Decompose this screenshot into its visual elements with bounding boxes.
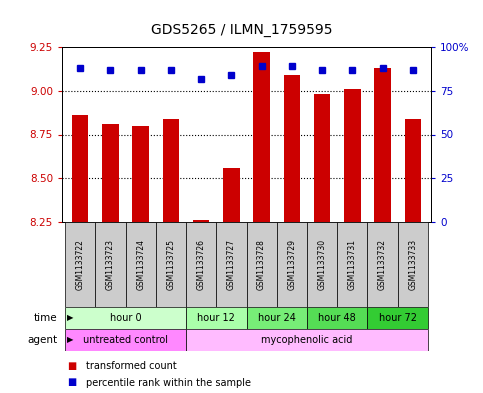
Bar	[374, 68, 391, 222]
Text: hour 12: hour 12	[198, 313, 235, 323]
Bar	[405, 119, 421, 222]
Bar	[307, 222, 337, 307]
Bar	[216, 222, 246, 307]
Bar	[65, 307, 186, 329]
Bar	[398, 222, 428, 307]
Text: GSM1133723: GSM1133723	[106, 239, 115, 290]
Bar	[277, 222, 307, 307]
Text: hour 72: hour 72	[379, 313, 417, 323]
Text: transformed count: transformed count	[86, 361, 177, 371]
Text: agent: agent	[27, 335, 57, 345]
Text: GSM1133728: GSM1133728	[257, 239, 266, 290]
Bar	[337, 222, 368, 307]
Bar	[193, 220, 210, 222]
Bar	[344, 89, 361, 222]
Bar	[314, 94, 330, 222]
Text: ■: ■	[67, 361, 76, 371]
Text: hour 0: hour 0	[110, 313, 142, 323]
Bar	[246, 222, 277, 307]
Text: GSM1133727: GSM1133727	[227, 239, 236, 290]
Text: GDS5265 / ILMN_1759595: GDS5265 / ILMN_1759595	[151, 23, 332, 37]
Text: percentile rank within the sample: percentile rank within the sample	[86, 378, 251, 387]
Text: untreated control: untreated control	[83, 335, 168, 345]
Text: time: time	[33, 313, 57, 323]
Bar	[284, 75, 300, 222]
Bar	[246, 307, 307, 329]
Bar	[223, 168, 240, 222]
Text: GSM1133729: GSM1133729	[287, 239, 297, 290]
Text: mycophenolic acid: mycophenolic acid	[261, 335, 353, 345]
Bar	[126, 222, 156, 307]
Text: GSM1133733: GSM1133733	[408, 239, 417, 290]
Bar	[368, 307, 428, 329]
Bar	[132, 126, 149, 222]
Bar	[186, 222, 216, 307]
Bar	[186, 307, 246, 329]
Text: GSM1133725: GSM1133725	[166, 239, 175, 290]
Bar	[163, 119, 179, 222]
Text: GSM1133731: GSM1133731	[348, 239, 357, 290]
Bar	[102, 124, 119, 222]
Bar	[186, 329, 428, 351]
Bar	[95, 222, 126, 307]
Text: ▶: ▶	[67, 336, 73, 345]
Text: ▶: ▶	[67, 314, 73, 323]
Bar	[156, 222, 186, 307]
Text: GSM1133724: GSM1133724	[136, 239, 145, 290]
Text: GSM1133730: GSM1133730	[318, 239, 327, 290]
Bar	[307, 307, 368, 329]
Bar	[253, 52, 270, 222]
Bar	[65, 222, 95, 307]
Bar	[72, 115, 88, 222]
Text: GSM1133732: GSM1133732	[378, 239, 387, 290]
Bar	[368, 222, 398, 307]
Text: GSM1133722: GSM1133722	[76, 239, 85, 290]
Bar	[65, 329, 186, 351]
Text: ■: ■	[67, 378, 76, 387]
Text: hour 48: hour 48	[318, 313, 356, 323]
Text: GSM1133726: GSM1133726	[197, 239, 206, 290]
Text: hour 24: hour 24	[258, 313, 296, 323]
